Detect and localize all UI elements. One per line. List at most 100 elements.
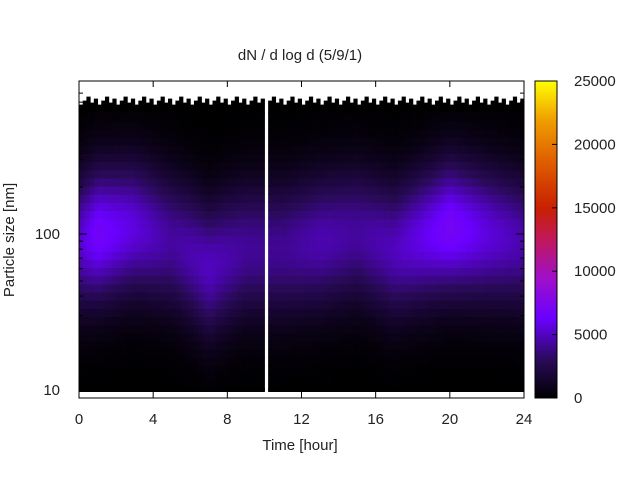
heatmap-cell bbox=[153, 112, 158, 122]
heatmap-cell bbox=[275, 137, 280, 146]
heatmap-cell bbox=[294, 308, 299, 318]
heatmap-cell bbox=[427, 137, 432, 146]
heatmap-cell bbox=[501, 300, 506, 309]
heatmap-cell bbox=[249, 177, 254, 187]
heatmap-cell bbox=[468, 202, 473, 212]
heatmap-cell bbox=[294, 259, 299, 269]
heatmap-cell bbox=[472, 226, 477, 236]
heatmap-cell bbox=[104, 210, 110, 220]
heatmap-cell bbox=[494, 210, 499, 220]
heatmap-cell bbox=[468, 357, 473, 367]
heatmap-cell bbox=[130, 259, 136, 269]
heatmap-cell bbox=[390, 161, 395, 171]
heatmap-cell bbox=[368, 332, 373, 342]
heatmap-cell bbox=[512, 169, 518, 179]
heatmap-cell bbox=[231, 300, 236, 309]
heatmap-cell bbox=[145, 202, 150, 212]
heatmap-cell bbox=[453, 202, 458, 212]
heatmap-cell bbox=[93, 145, 99, 154]
heatmap-cell bbox=[93, 226, 99, 236]
heatmap-cell bbox=[123, 388, 128, 392]
heatmap-cell bbox=[134, 300, 139, 309]
heatmap-cell bbox=[268, 275, 273, 285]
heatmap-cell bbox=[423, 341, 429, 350]
heatmap-cell bbox=[364, 381, 369, 391]
heatmap-cell bbox=[357, 332, 362, 342]
heatmap-cell bbox=[90, 145, 95, 154]
heatmap-cell bbox=[327, 324, 332, 334]
heatmap-cell bbox=[249, 112, 254, 122]
heatmap-cell bbox=[501, 177, 506, 187]
heatmap-cell bbox=[79, 283, 84, 293]
heatmap-cell bbox=[483, 226, 488, 236]
heatmap-cell bbox=[368, 186, 373, 195]
heatmap-cell bbox=[460, 308, 466, 318]
heatmap-cell bbox=[379, 292, 384, 301]
heatmap-cell bbox=[383, 120, 388, 130]
heatmap-cell bbox=[464, 186, 469, 195]
heatmap-cell bbox=[427, 349, 432, 358]
heatmap-cell bbox=[379, 349, 384, 358]
heatmap-cell bbox=[364, 267, 369, 277]
heatmap-cell bbox=[360, 177, 366, 187]
heatmap-cell bbox=[501, 194, 506, 203]
heatmap-cell bbox=[260, 243, 265, 252]
heatmap-cell bbox=[297, 267, 302, 277]
heatmap-cell bbox=[346, 202, 351, 212]
heatmap-cell bbox=[212, 128, 217, 138]
heatmap-cell bbox=[119, 186, 124, 195]
heatmap-cell bbox=[249, 365, 254, 375]
heatmap-cell bbox=[271, 267, 277, 277]
heatmap-cell bbox=[453, 365, 458, 375]
heatmap-cell bbox=[164, 283, 169, 293]
heatmap-cell bbox=[394, 357, 399, 367]
heatmap-cell bbox=[316, 308, 321, 318]
heatmap-cell bbox=[505, 316, 510, 326]
heatmap-cell bbox=[453, 388, 458, 392]
heatmap-cell bbox=[349, 145, 354, 154]
heatmap-cell bbox=[331, 194, 336, 203]
heatmap-cell bbox=[423, 357, 429, 367]
heatmap-cell bbox=[190, 202, 195, 212]
heatmap-cell bbox=[305, 120, 310, 130]
heatmap-cell bbox=[442, 341, 447, 350]
heatmap-cell bbox=[442, 308, 447, 318]
heatmap-cell bbox=[253, 388, 258, 392]
heatmap-cell bbox=[182, 388, 188, 392]
heatmap-cell bbox=[275, 357, 280, 367]
heatmap-cell bbox=[93, 349, 99, 358]
heatmap-cell bbox=[182, 341, 188, 350]
heatmap-cell bbox=[360, 308, 366, 318]
heatmap-cell bbox=[205, 153, 210, 163]
heatmap-cell bbox=[301, 153, 306, 163]
heatmap-cell bbox=[472, 259, 477, 269]
heatmap-cell bbox=[360, 251, 366, 260]
heatmap-cell bbox=[253, 308, 258, 318]
heatmap-cell bbox=[423, 226, 429, 236]
heatmap-cell bbox=[142, 128, 147, 138]
heatmap-cell bbox=[171, 324, 176, 334]
heatmap-cell bbox=[401, 300, 406, 309]
heatmap-cell bbox=[101, 186, 106, 195]
heatmap-cell bbox=[520, 161, 525, 171]
heatmap-cell bbox=[472, 218, 477, 228]
heatmap-cell bbox=[494, 341, 499, 350]
heatmap-cell bbox=[156, 349, 162, 358]
heatmap-cell bbox=[442, 218, 447, 228]
heatmap-cell bbox=[231, 120, 236, 130]
heatmap-cell bbox=[494, 243, 499, 252]
heatmap-cell bbox=[486, 316, 492, 326]
heatmap-cell bbox=[423, 186, 429, 195]
heatmap-cell bbox=[498, 137, 503, 146]
heatmap-cell bbox=[112, 145, 117, 154]
heatmap-cell bbox=[193, 128, 199, 138]
heatmap-cell bbox=[468, 104, 473, 114]
heatmap-cell bbox=[193, 349, 199, 358]
heatmap-cell bbox=[334, 251, 340, 260]
heatmap-cell bbox=[338, 226, 343, 236]
heatmap-cell bbox=[156, 251, 162, 260]
heatmap-cell bbox=[346, 316, 351, 326]
heatmap-cell bbox=[234, 332, 239, 342]
heatmap-cell bbox=[208, 161, 213, 171]
heatmap-cell bbox=[282, 112, 288, 122]
